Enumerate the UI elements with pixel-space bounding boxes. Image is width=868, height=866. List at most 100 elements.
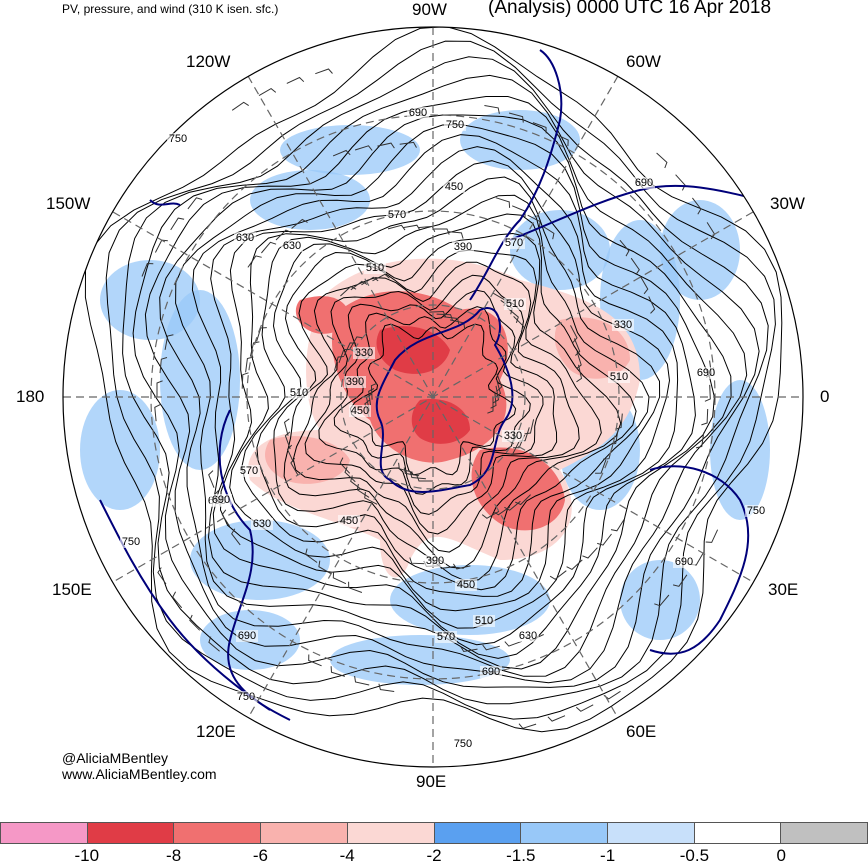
wind-barb: [672, 574, 688, 587]
colorbar-swatch: [173, 822, 261, 844]
wind-barb: [595, 459, 607, 474]
wind-barb: [245, 356, 254, 373]
wind-barb: [487, 397, 494, 414]
contour-label: 510: [506, 298, 524, 310]
wind-barb: [231, 101, 249, 111]
contour-label: 630: [519, 630, 537, 642]
wind-barb: [518, 723, 537, 729]
contour-label: 330: [355, 347, 373, 359]
contour-label: 330: [614, 319, 632, 331]
pv-shading-patch: [100, 260, 200, 340]
wind-barb: [398, 462, 413, 473]
wind-barb: [332, 571, 347, 585]
lon-label-150w: 150W: [46, 194, 91, 213]
contour-label: 690: [697, 367, 715, 379]
lon-label-120e: 120E: [196, 722, 236, 741]
wind-barb: [291, 218, 308, 229]
lon-label-120w: 120W: [186, 52, 231, 71]
wind-barb: [368, 388, 375, 406]
contour-label: 510: [475, 615, 493, 627]
pv-shading-patch: [160, 290, 240, 470]
wind-barb: [482, 644, 500, 651]
colorbar-swatch: [780, 822, 868, 844]
wind-barb: [170, 217, 185, 231]
wind-barb: [452, 563, 471, 570]
wind-barb: [504, 640, 523, 647]
colorbar-tick-label: -1.5: [506, 846, 536, 865]
wind-barb: [349, 336, 363, 350]
wind-barb: [372, 273, 390, 282]
wind-barb: [515, 494, 531, 506]
wind-barb: [249, 341, 260, 357]
wind-barb: [338, 349, 350, 363]
wind-barb: [159, 357, 168, 374]
wind-barb: [524, 419, 535, 435]
wind-barb: [187, 197, 203, 210]
wind-barb: [609, 429, 619, 446]
colorbar-swatch: [520, 822, 607, 844]
wind-barb: [576, 364, 583, 383]
wind-barb: [348, 581, 363, 593]
wind-barb: [701, 408, 709, 426]
contour-label: 450: [445, 181, 463, 193]
wind-barb: [364, 491, 378, 505]
wind-barb: [597, 533, 612, 546]
contour-label: 750: [747, 505, 765, 517]
wind-barb: [513, 316, 525, 332]
wind-barb: [527, 214, 541, 228]
contour-label: 630: [283, 240, 301, 252]
wind-barb: [141, 262, 154, 277]
wind-barb: [231, 528, 241, 546]
wind-barb: [566, 559, 583, 571]
wind-barb: [208, 470, 215, 488]
contour-label: 630: [236, 232, 254, 244]
contour-label: 450: [340, 515, 358, 527]
colorbar-swatch: [346, 822, 434, 844]
wind-barb: [340, 285, 357, 297]
pv-shading-patch: [190, 520, 330, 600]
wind-barb: [575, 704, 594, 712]
colorbar-tick-label: 0: [776, 846, 786, 865]
pv-shading-patch: [510, 210, 610, 290]
credit-handle: @AliciaMBentley: [62, 750, 169, 766]
wind-barb: [504, 500, 521, 511]
colorbar-tick-label: -8: [166, 846, 182, 865]
wind-barb: [189, 614, 201, 631]
wind-barb: [429, 310, 447, 318]
wind-barb: [484, 105, 500, 114]
contour-label: 750: [237, 691, 255, 703]
wind-barb: [172, 591, 183, 609]
lon-label-180: 180: [16, 387, 45, 406]
wind-barb: [208, 636, 220, 652]
wind-barb: [547, 715, 566, 722]
map-title: (Analysis) 0000 UTC 16 Apr 2018: [488, 0, 772, 18]
colorbar-tick-label: -0.5: [679, 846, 710, 865]
wind-barb: [615, 413, 623, 430]
colorbar: [0, 822, 868, 844]
wind-barb: [290, 457, 299, 476]
contour-label: 690: [212, 494, 230, 506]
wind-barb: [704, 384, 711, 402]
wind-barb: [378, 683, 395, 692]
wind-barb: [354, 145, 373, 151]
wind-barb: [490, 391, 497, 409]
contour-labels: 750 690 750 690 750 450 570 390 630 570 630 690 510 5…: [120, 107, 767, 750]
wind-barb: [354, 675, 370, 686]
wind-barb: [555, 133, 569, 147]
wind-barb: [286, 76, 305, 84]
contour-label: 390: [426, 555, 444, 567]
wind-barb: [582, 547, 598, 559]
wind-barb: [221, 509, 231, 527]
contour-label: 570: [240, 465, 258, 477]
contour-label: 630: [253, 518, 271, 530]
wind-barb: [409, 471, 426, 480]
wind-barb: [640, 276, 649, 295]
wind-barb: [387, 224, 406, 231]
contour-label: 690: [482, 666, 500, 678]
wind-barb: [286, 444, 294, 463]
wind-barb: [334, 355, 345, 371]
wind-barb: [496, 373, 503, 392]
contour-label: 750: [454, 738, 472, 750]
colorbar-tick-label: -1: [600, 846, 616, 865]
wind-barb: [416, 475, 433, 482]
